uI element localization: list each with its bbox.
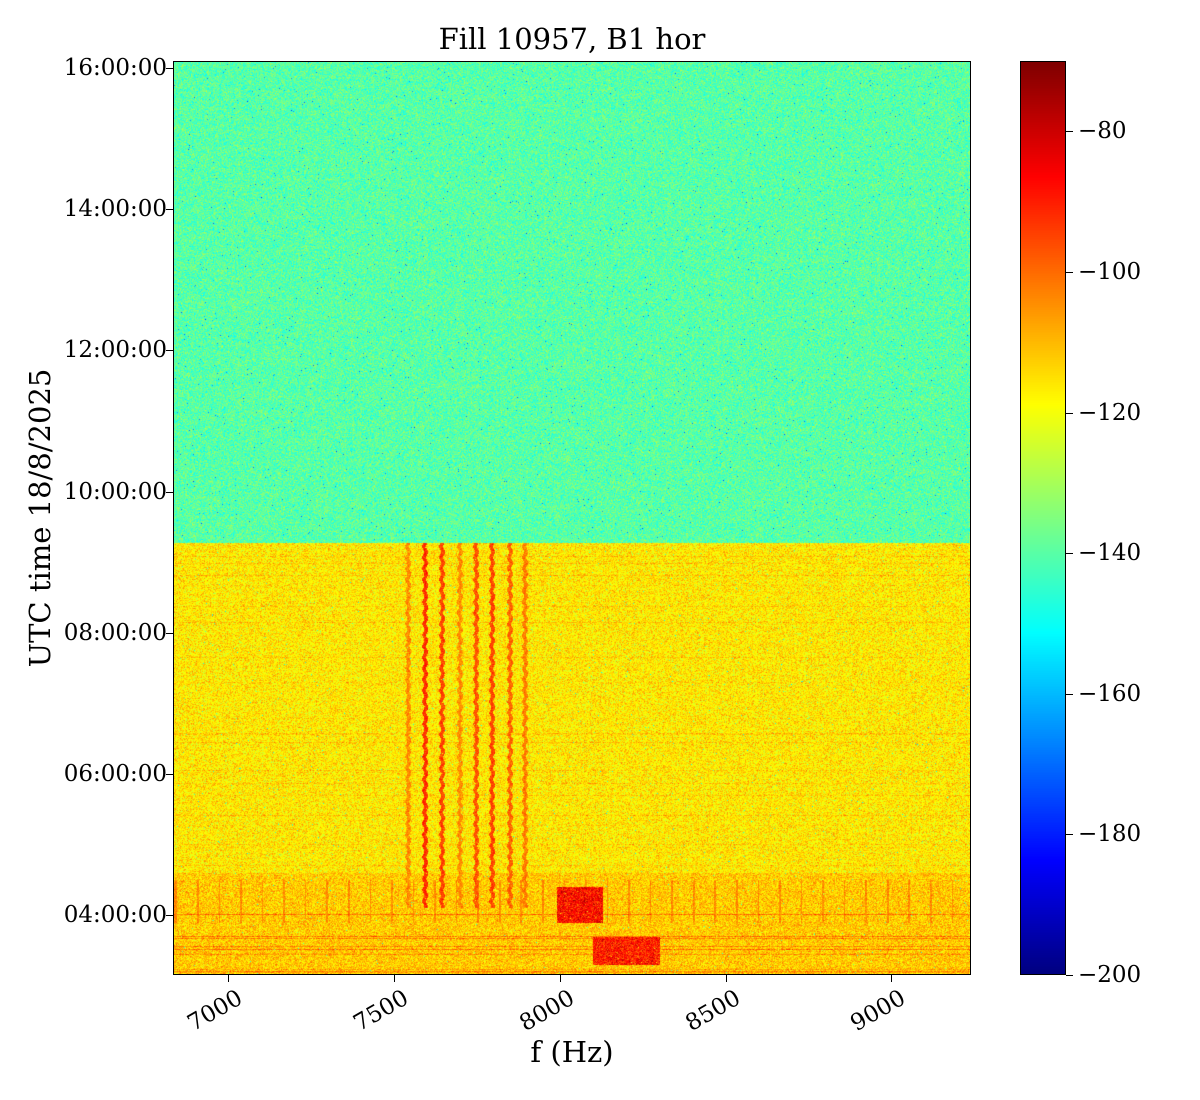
y-tick-mark: [166, 915, 173, 916]
x-tick-label: 9000: [846, 985, 911, 1037]
y-tick-label: 06:00:00: [63, 760, 167, 787]
y-tick-mark: [166, 68, 173, 70]
spectrogram-heatmap: [174, 62, 970, 974]
x-tick-label: 8000: [515, 985, 579, 1037]
x-tick-label: 7000: [183, 985, 248, 1037]
colorbar-tick-label: −80: [1078, 118, 1127, 145]
y-tick-mark: [166, 632, 173, 634]
x-tick-mark: [228, 975, 230, 982]
x-tick-mark: [559, 975, 561, 982]
colorbar-tick-label: −200: [1078, 962, 1142, 988]
colorbar-tick-mark: [1066, 271, 1073, 273]
colorbar-gradient: [1021, 62, 1065, 974]
y-tick-label: 08:00:00: [63, 619, 167, 646]
x-tick-label: 7500: [349, 985, 413, 1037]
y-tick-label: 10:00:00: [63, 478, 167, 505]
y-tick-label: 04:00:00: [63, 902, 167, 928]
colorbar-tick-mark: [1066, 975, 1073, 976]
x-tick-mark: [393, 975, 395, 982]
colorbar-tick-mark: [1066, 693, 1073, 695]
colorbar-tick-label: −140: [1078, 540, 1142, 567]
x-tick-label: 8500: [680, 985, 745, 1037]
colorbar-tick-label: −120: [1078, 399, 1142, 426]
colorbar-tick-label: −180: [1078, 821, 1142, 848]
x-axis-label: f (Hz): [530, 1035, 614, 1069]
y-tick-label: 16:00:00: [63, 55, 167, 82]
colorbar-tick-label: −160: [1078, 680, 1142, 707]
y-tick-mark: [166, 350, 173, 352]
x-tick-mark: [891, 975, 893, 982]
colorbar-tick-mark: [1066, 553, 1073, 555]
x-tick-mark: [725, 975, 727, 982]
y-tick-mark: [166, 491, 173, 493]
y-tick-label: 14:00:00: [63, 196, 167, 223]
colorbar-tick-mark: [1066, 412, 1073, 414]
colorbar-tick-label: −100: [1078, 258, 1142, 285]
colorbar-tick-mark: [1066, 131, 1073, 133]
y-tick-mark: [166, 209, 173, 211]
chart-title: Fill 10957, B1 hor: [438, 22, 706, 56]
y-axis-label: UTC time 18/8/2025: [23, 368, 57, 668]
colorbar-tick-mark: [1066, 834, 1073, 836]
y-tick-label: 12:00:00: [63, 337, 167, 364]
y-tick-mark: [166, 773, 173, 775]
colorbar: [1020, 61, 1066, 975]
plot-area: [173, 61, 971, 975]
